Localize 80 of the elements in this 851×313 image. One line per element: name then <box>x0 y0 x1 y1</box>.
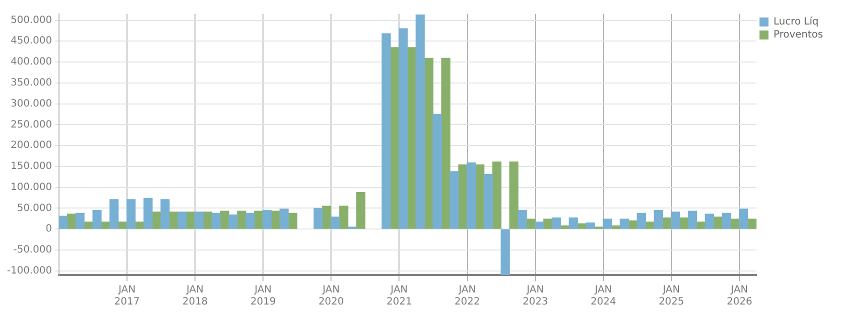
x-tick-label: JAN 2023 <box>522 284 548 308</box>
bar <box>75 212 85 229</box>
bar <box>534 222 544 229</box>
x-tick-label: JAN 2022 <box>454 284 480 308</box>
x-tick-label: JAN 2021 <box>386 284 412 308</box>
bar <box>696 222 706 229</box>
x-tick-label: JAN 2025 <box>658 284 684 308</box>
bar <box>518 210 527 229</box>
bar <box>212 212 221 229</box>
bar <box>92 210 102 229</box>
bar <box>66 214 76 229</box>
bar <box>747 218 756 229</box>
bar <box>177 212 187 229</box>
bar <box>704 214 714 229</box>
bar <box>109 199 119 229</box>
bar <box>526 218 536 229</box>
bar <box>143 198 153 229</box>
bar <box>246 212 255 229</box>
legend-label: Lucro Líq <box>773 16 819 28</box>
bar <box>441 58 450 229</box>
x-tick-label: JAN 2020 <box>318 284 344 308</box>
bar <box>314 208 323 229</box>
bar <box>688 210 698 229</box>
bar <box>586 222 595 229</box>
bar <box>330 216 340 229</box>
bar <box>543 218 552 229</box>
bar <box>738 208 748 229</box>
bar <box>280 208 289 229</box>
bar <box>568 217 578 229</box>
bar <box>432 114 442 229</box>
y-tick-label: 150.000 <box>10 161 52 172</box>
y-tick-label: -50.000 <box>13 244 52 256</box>
bar <box>100 222 110 229</box>
bar <box>288 212 298 229</box>
bar <box>416 14 425 229</box>
bar <box>58 216 68 229</box>
y-tick-label: 400.000 <box>10 56 52 68</box>
bar <box>636 212 646 229</box>
bar <box>339 206 348 229</box>
bar <box>670 212 680 229</box>
y-tick-label: 0 <box>46 224 52 235</box>
y-tick-label: 100.000 <box>10 182 52 193</box>
bar <box>722 212 732 229</box>
bar <box>509 162 518 229</box>
x-tick-label: JAN 2017 <box>114 284 140 308</box>
bar <box>382 33 391 229</box>
legend-label: Proventos <box>773 30 824 41</box>
x-tick-label: JAN 2018 <box>182 284 208 308</box>
bar <box>492 162 502 229</box>
x-tick-label: JAN 2026 <box>726 284 752 308</box>
bar <box>262 210 272 229</box>
y-tick-label: 450.000 <box>10 36 52 47</box>
bar <box>500 229 510 275</box>
x-tick-label: JAN 2024 <box>590 284 616 308</box>
y-tick-label: -100.000 <box>6 265 52 276</box>
y-tick-label: 250.000 <box>10 119 52 130</box>
y-tick-label: 350.000 <box>10 78 52 88</box>
bar <box>228 214 238 229</box>
bar <box>126 199 136 229</box>
bar <box>484 174 493 229</box>
y-tick-label: 500.000 <box>10 14 52 26</box>
bar <box>654 210 664 229</box>
y-tick-label: 50.000 <box>16 202 52 214</box>
bar <box>194 212 204 229</box>
bar <box>466 162 476 229</box>
bar <box>450 171 459 229</box>
bar <box>602 218 612 229</box>
bar <box>160 199 170 229</box>
x-tick-label: JAN 2019 <box>250 284 276 308</box>
bar <box>620 218 629 229</box>
y-tick-label: 200.000 <box>10 140 52 152</box>
bar <box>134 222 144 229</box>
bar <box>84 222 94 229</box>
y-tick-label: 300.000 <box>10 98 52 110</box>
bar <box>645 222 655 229</box>
bar <box>118 222 128 229</box>
bar <box>730 218 740 229</box>
bar <box>398 28 408 229</box>
bar <box>356 192 366 229</box>
bar <box>552 217 561 229</box>
